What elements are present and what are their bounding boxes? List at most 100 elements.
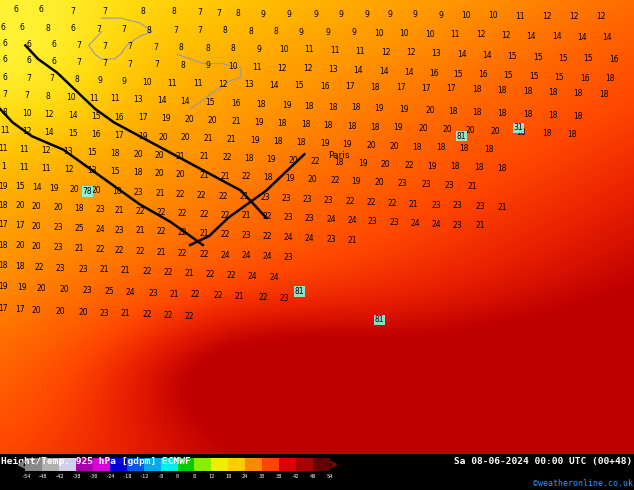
- Text: -12: -12: [139, 474, 148, 479]
- Text: 20: 20: [32, 243, 42, 251]
- Text: 9: 9: [313, 10, 318, 19]
- Text: 24: 24: [247, 272, 257, 281]
- Text: 21: 21: [231, 117, 240, 126]
- Bar: [144, 458, 160, 471]
- Text: 20: 20: [36, 284, 46, 293]
- Text: 21: 21: [136, 226, 145, 236]
- Bar: [42, 458, 59, 471]
- Text: -30: -30: [88, 474, 98, 479]
- Text: 15: 15: [529, 72, 539, 81]
- Text: 14: 14: [32, 183, 42, 193]
- Text: 9: 9: [261, 10, 266, 19]
- Text: 24: 24: [95, 224, 105, 234]
- Text: 21: 21: [200, 171, 209, 180]
- Text: 19: 19: [393, 123, 403, 132]
- Text: 78: 78: [82, 187, 93, 196]
- Text: 12: 12: [303, 65, 312, 74]
- Bar: [160, 458, 178, 471]
- Text: 10: 10: [142, 78, 152, 87]
- Text: 13: 13: [133, 96, 143, 104]
- Text: 24: 24: [326, 215, 336, 224]
- Text: 18: 18: [451, 163, 460, 172]
- Text: 12: 12: [597, 12, 605, 21]
- Text: 18: 18: [599, 90, 608, 99]
- Text: 20: 20: [366, 141, 376, 150]
- Text: 8: 8: [235, 9, 240, 18]
- Text: 10: 10: [399, 29, 410, 38]
- Text: 0: 0: [176, 474, 179, 479]
- Text: 12: 12: [569, 12, 578, 21]
- Text: Height/Temp. 925 hPa [gdpm] ECMWF: Height/Temp. 925 hPa [gdpm] ECMWF: [1, 457, 191, 465]
- Text: 22: 22: [178, 249, 187, 258]
- Text: 6: 6: [13, 4, 18, 14]
- Text: ©weatheronline.co.uk: ©weatheronline.co.uk: [533, 479, 633, 488]
- Text: 7: 7: [70, 7, 75, 16]
- Text: 8: 8: [248, 27, 253, 36]
- Text: 21: 21: [204, 134, 212, 144]
- Text: 19: 19: [138, 132, 148, 141]
- Text: 24: 24: [269, 273, 279, 282]
- Text: 6: 6: [3, 55, 8, 64]
- Text: 18: 18: [474, 163, 483, 172]
- Text: 14: 14: [456, 50, 467, 59]
- Text: Sa 08-06-2024 00:00 UTC (00+48): Sa 08-06-2024 00:00 UTC (00+48): [455, 457, 633, 465]
- Text: 21: 21: [240, 193, 249, 201]
- Text: 7: 7: [102, 59, 107, 68]
- Text: 17: 17: [114, 131, 124, 140]
- Text: 20: 20: [158, 132, 169, 142]
- Text: 11: 11: [330, 47, 339, 55]
- Text: 10: 10: [279, 45, 289, 54]
- Text: 18: 18: [0, 241, 8, 249]
- Text: 11: 11: [305, 46, 314, 54]
- Text: 17: 17: [421, 83, 431, 93]
- Text: 38: 38: [276, 474, 282, 479]
- Text: 20: 20: [79, 308, 89, 317]
- Text: 12: 12: [381, 48, 390, 57]
- Text: 11: 11: [1, 126, 10, 135]
- Bar: [262, 458, 279, 471]
- Text: 22: 22: [387, 199, 396, 208]
- Text: 14: 14: [269, 81, 279, 90]
- Text: 23: 23: [304, 214, 314, 223]
- Text: 8: 8: [140, 7, 145, 16]
- Text: 7: 7: [127, 42, 133, 51]
- Text: 8: 8: [205, 44, 210, 52]
- Text: 19: 19: [399, 105, 410, 114]
- Text: 14: 14: [68, 111, 78, 120]
- Text: 19: 19: [285, 174, 295, 183]
- Text: 7: 7: [121, 25, 126, 34]
- Text: 10: 10: [22, 109, 32, 118]
- Text: 9: 9: [286, 10, 291, 19]
- Text: 22: 22: [227, 271, 236, 280]
- Text: 20: 20: [91, 186, 101, 195]
- Text: 18: 18: [301, 120, 310, 129]
- Text: 42: 42: [293, 474, 299, 479]
- Text: 17: 17: [138, 114, 148, 122]
- Text: 9: 9: [121, 77, 126, 86]
- Text: 14: 14: [353, 66, 363, 75]
- Text: 18: 18: [542, 129, 551, 138]
- Text: 18: 18: [352, 103, 361, 113]
- Text: 15: 15: [91, 112, 101, 121]
- Text: 22: 22: [143, 310, 152, 319]
- Text: 7: 7: [77, 41, 82, 50]
- Text: 15: 15: [558, 53, 568, 63]
- Text: 15: 15: [15, 182, 25, 192]
- Text: 18: 18: [517, 128, 526, 137]
- Text: 6: 6: [20, 23, 25, 32]
- Text: 12: 12: [476, 30, 485, 39]
- Text: 11: 11: [20, 163, 29, 172]
- Text: 9: 9: [364, 10, 369, 19]
- Text: 6: 6: [51, 57, 56, 66]
- Text: 18: 18: [0, 261, 8, 270]
- Text: 22: 22: [184, 312, 193, 321]
- Text: 20: 20: [288, 156, 298, 165]
- Text: 24: 24: [242, 474, 249, 479]
- Bar: [228, 458, 245, 471]
- Text: 18: 18: [134, 168, 143, 177]
- Text: 15: 15: [294, 81, 304, 90]
- Text: 19: 19: [250, 136, 260, 145]
- Text: 12: 12: [45, 110, 54, 119]
- Text: 22: 22: [178, 228, 187, 237]
- Text: 1: 1: [1, 163, 6, 172]
